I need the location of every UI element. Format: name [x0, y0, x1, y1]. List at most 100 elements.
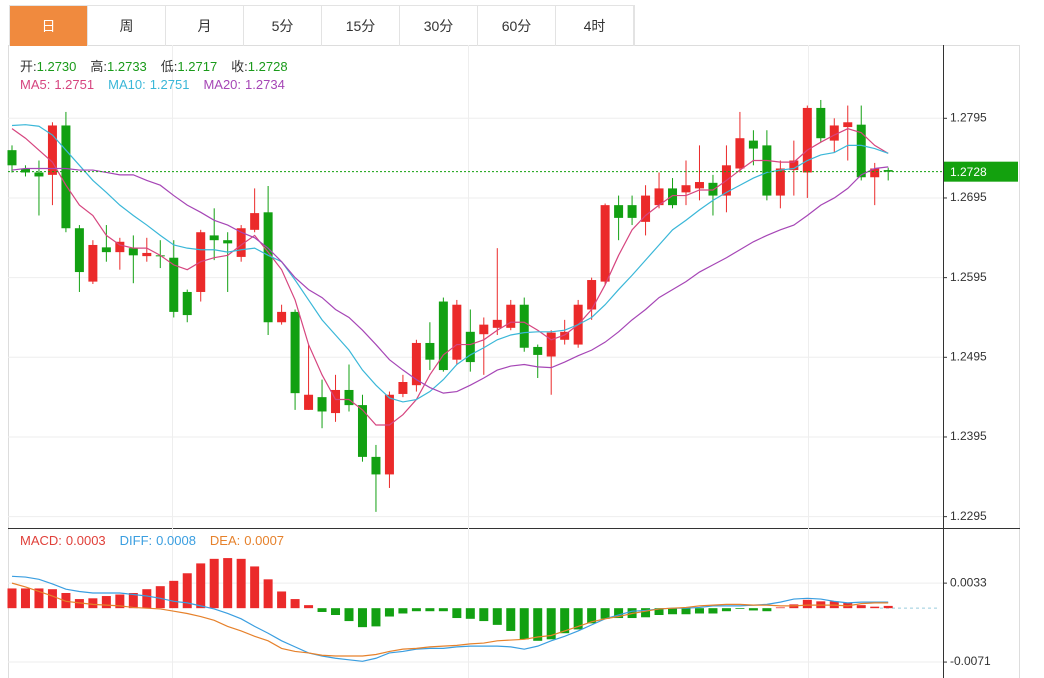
period-tab[interactable]: 4时	[556, 6, 634, 46]
macd-bar	[74, 599, 84, 609]
quote-value: 1.2728	[247, 59, 288, 74]
quote-item: 高:1.2733	[90, 56, 146, 75]
macd-bar	[411, 608, 421, 612]
candle	[775, 160, 785, 209]
legend-item: MA5: 1.2751	[20, 77, 94, 92]
quote-item: 开:1.2730	[20, 56, 76, 75]
period-tab[interactable]: 日	[10, 6, 88, 46]
candle-body	[465, 331, 475, 363]
candle	[304, 344, 314, 410]
ma-line	[11, 124, 889, 403]
candle	[236, 225, 246, 262]
quote-item: 收:1.2728	[231, 56, 287, 75]
macd-bar	[236, 558, 246, 609]
macd-bar	[573, 608, 583, 630]
candle-body	[398, 382, 408, 394]
candle-body	[519, 304, 529, 348]
candle	[668, 178, 678, 209]
candle	[816, 99, 826, 143]
macd-bar	[223, 558, 233, 609]
candle-body	[452, 304, 462, 360]
candle	[519, 297, 529, 352]
y-tick-label: 1.2795	[950, 110, 987, 124]
macd-bar	[560, 608, 570, 634]
candle	[856, 105, 866, 181]
period-tab[interactable]: 30分	[400, 6, 478, 46]
candle-body	[169, 257, 179, 312]
candle	[384, 391, 394, 488]
period-tab[interactable]: 15分	[322, 6, 400, 46]
macd-bar	[506, 608, 516, 631]
macd-bar	[34, 588, 44, 609]
candle	[357, 394, 367, 462]
legend-item: MACD: 0.0003	[20, 533, 106, 548]
candle-body	[263, 212, 273, 323]
candle-body	[492, 319, 502, 328]
candle-body	[546, 332, 556, 357]
candle	[115, 237, 125, 270]
candle-body	[371, 456, 381, 475]
macd-bar	[492, 608, 502, 625]
macd-bar	[115, 594, 125, 609]
macd-bar	[277, 591, 287, 609]
legend-item: DEA: 0.0007	[210, 533, 284, 548]
candle	[641, 185, 651, 236]
candle	[7, 145, 17, 173]
legend-value: 0.0007	[244, 533, 285, 548]
y-tick-label: 0.0033	[950, 575, 987, 589]
candle	[721, 145, 731, 213]
candle	[425, 322, 435, 371]
candle	[209, 208, 219, 261]
candle-body	[506, 304, 516, 328]
macd-bar	[694, 608, 704, 614]
candle	[169, 240, 179, 318]
candle	[546, 330, 556, 395]
macd-bar	[654, 608, 664, 616]
candle	[290, 309, 300, 410]
macd-bar	[452, 608, 462, 619]
candle-body	[654, 188, 664, 206]
candle	[600, 203, 610, 285]
macd-bar	[438, 608, 448, 612]
macd-bar	[155, 586, 165, 609]
macd-bar	[317, 608, 327, 612]
macd-bar	[357, 608, 367, 628]
period-tab[interactable]: 60分	[478, 6, 556, 46]
period-tab[interactable]: 5分	[244, 6, 322, 46]
macd-bar	[775, 607, 785, 609]
quote-name: 低:	[160, 59, 178, 74]
macd-bar	[479, 608, 489, 622]
candle	[681, 160, 691, 206]
candle	[762, 130, 772, 201]
legend-value: 1.2734	[245, 77, 285, 92]
candle-body	[587, 280, 597, 310]
macd-bar	[182, 573, 192, 609]
y-tick-label: 1.2395	[950, 429, 987, 443]
last-price-box	[944, 161, 1018, 182]
candle	[411, 339, 421, 392]
macd-bar	[748, 608, 758, 611]
quote-name: 开:	[20, 59, 37, 74]
macd-bar	[371, 608, 381, 627]
period-tab[interactable]: 周	[88, 6, 166, 46]
candle	[560, 319, 570, 345]
macd-bar	[47, 589, 57, 609]
candle-body	[411, 342, 421, 386]
macd-bar	[465, 608, 475, 619]
macd-bar	[196, 563, 206, 609]
candle-body	[7, 150, 17, 166]
ma-line	[11, 166, 889, 394]
candle	[465, 309, 475, 372]
candle	[843, 105, 853, 161]
candle-body	[843, 122, 853, 128]
period-tab[interactable]: 月	[166, 6, 244, 46]
candle-body	[883, 170, 893, 172]
candle-body	[384, 394, 394, 475]
candle	[196, 229, 206, 302]
candle	[708, 174, 718, 216]
candle	[101, 225, 111, 262]
legend-item: MA20: 1.2734	[203, 77, 284, 92]
candle	[883, 167, 893, 181]
legend-name: MACD:	[20, 533, 62, 548]
